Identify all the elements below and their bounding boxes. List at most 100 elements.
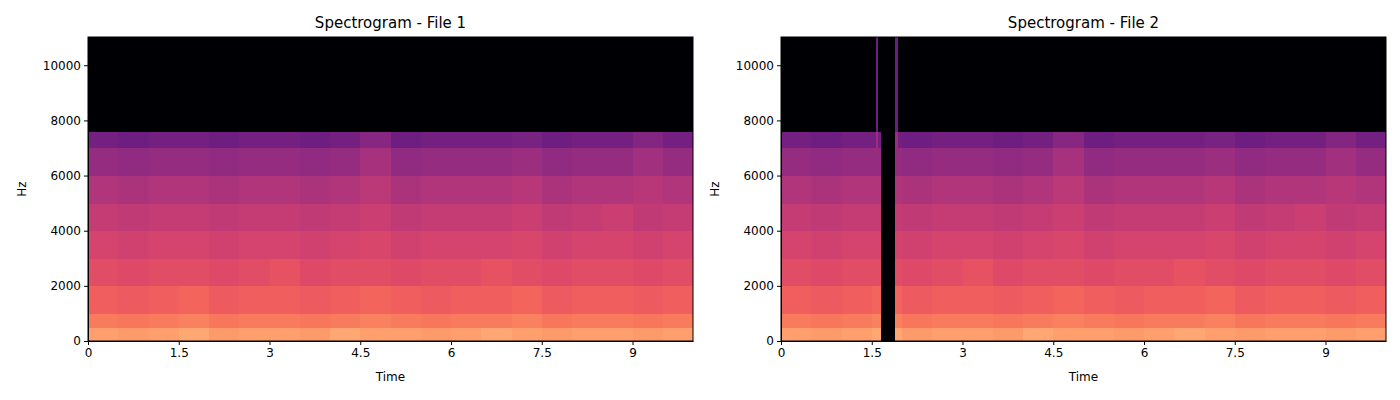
x-axis-title: Time xyxy=(1068,370,1098,384)
cell xyxy=(88,176,119,204)
cell xyxy=(781,231,812,259)
x-tick-label: 1.5 xyxy=(170,346,189,360)
cell xyxy=(1326,203,1357,231)
cell xyxy=(1084,148,1115,176)
cell xyxy=(881,231,896,259)
cell xyxy=(270,327,301,341)
cell xyxy=(872,148,877,176)
cell xyxy=(811,313,842,327)
cell xyxy=(1326,148,1357,176)
cell xyxy=(663,131,693,148)
cell xyxy=(1265,313,1296,327)
cell xyxy=(1144,258,1175,286)
cell xyxy=(391,176,422,204)
cell xyxy=(360,327,391,341)
x-tick-label: 4.5 xyxy=(351,346,370,360)
cell xyxy=(542,286,573,314)
cell xyxy=(239,286,270,314)
cell xyxy=(451,176,482,204)
cell xyxy=(1265,203,1296,231)
x-tick: 6 xyxy=(1141,341,1149,360)
cell xyxy=(1235,176,1266,204)
cell xyxy=(179,258,210,286)
x-tick: 9 xyxy=(1322,341,1330,360)
cell xyxy=(481,203,512,231)
x-tick-mark xyxy=(1144,341,1145,345)
cell xyxy=(602,148,633,176)
cell xyxy=(963,148,994,176)
cell xyxy=(993,327,1024,341)
cell xyxy=(1265,231,1296,259)
cell xyxy=(330,131,361,148)
x-tick: 1.5 xyxy=(170,341,189,360)
cell xyxy=(1084,327,1115,341)
cell xyxy=(1144,286,1175,314)
cell xyxy=(542,258,573,286)
y-tick-label: 4000 xyxy=(50,224,81,238)
cell xyxy=(1235,148,1266,176)
y-tick-mark xyxy=(777,65,781,66)
cell xyxy=(1326,37,1357,132)
cell xyxy=(1265,131,1296,148)
cell xyxy=(1114,313,1145,327)
cell xyxy=(1295,131,1326,148)
cell xyxy=(1205,176,1236,204)
cell xyxy=(663,327,693,341)
y-tick-mark xyxy=(777,231,781,232)
cell xyxy=(811,231,842,259)
cell xyxy=(781,37,812,132)
cell xyxy=(1144,313,1175,327)
cell xyxy=(542,176,573,204)
cell xyxy=(1023,258,1054,286)
cell xyxy=(1235,37,1266,132)
cell xyxy=(451,148,482,176)
cell xyxy=(572,286,603,314)
cell xyxy=(993,313,1024,327)
cell xyxy=(602,37,633,132)
cell xyxy=(993,203,1024,231)
cell xyxy=(1265,286,1296,314)
cell xyxy=(881,176,896,204)
cell xyxy=(88,258,119,286)
cell xyxy=(1205,327,1236,341)
cell xyxy=(902,258,933,286)
cell xyxy=(209,176,240,204)
cell xyxy=(872,203,877,231)
cell xyxy=(1114,131,1145,148)
figure: 01.534.567.590200040006000800010000Spect… xyxy=(0,0,1400,400)
cell xyxy=(149,313,180,327)
cell xyxy=(898,176,903,204)
cell xyxy=(270,258,301,286)
y-axis-title: Hz xyxy=(708,181,722,196)
cell xyxy=(993,148,1024,176)
cell xyxy=(1023,231,1054,259)
x-tick-mark xyxy=(1053,341,1054,345)
cell xyxy=(1295,148,1326,176)
y-tick: 10000 xyxy=(736,59,781,73)
panel: 01.534.567.590200040006000800010000Spect… xyxy=(708,14,1387,384)
cell xyxy=(300,203,331,231)
cell xyxy=(663,176,693,204)
x-tick: 3 xyxy=(959,341,967,360)
cell xyxy=(1356,176,1386,204)
cell xyxy=(88,231,119,259)
cell xyxy=(149,203,180,231)
cell xyxy=(881,131,896,148)
cell xyxy=(481,286,512,314)
cell xyxy=(542,37,573,132)
cell xyxy=(781,258,812,286)
cell xyxy=(270,148,301,176)
cell xyxy=(663,203,693,231)
cell xyxy=(872,327,877,341)
y-axis-line xyxy=(781,38,782,342)
cell xyxy=(881,148,896,176)
cell xyxy=(602,258,633,286)
cell xyxy=(932,313,963,327)
cell xyxy=(1265,37,1296,132)
cell xyxy=(1053,148,1084,176)
cell xyxy=(872,231,877,259)
cell xyxy=(270,37,301,132)
cell xyxy=(898,203,903,231)
cell xyxy=(602,203,633,231)
cell xyxy=(88,37,119,132)
